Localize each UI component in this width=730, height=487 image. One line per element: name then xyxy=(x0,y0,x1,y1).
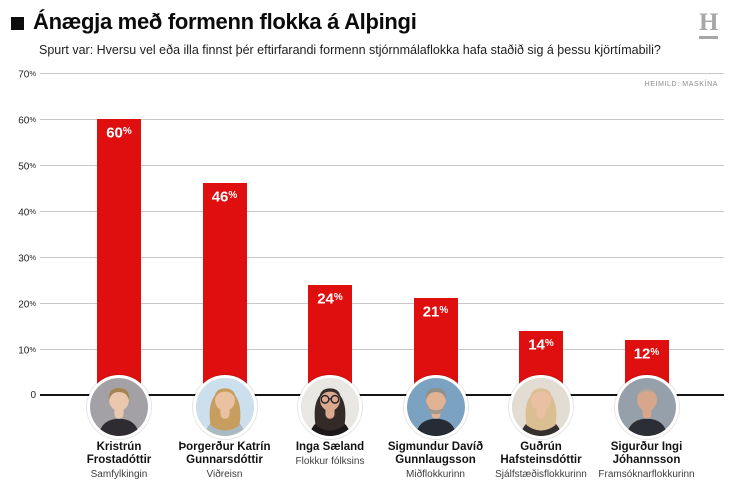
y-tick-label: 40% xyxy=(18,206,36,219)
x-axis-baseline xyxy=(40,394,724,396)
gridline xyxy=(40,119,724,120)
y-tick-label: 10% xyxy=(18,344,36,357)
gridline xyxy=(40,257,724,258)
y-tick-label: 70% xyxy=(18,68,36,81)
leader-photo xyxy=(509,375,573,439)
person-silhouette-icon xyxy=(406,378,465,436)
gridline xyxy=(40,349,724,350)
bar-value-label: 21% xyxy=(422,303,449,321)
leader-photo xyxy=(614,375,679,439)
person-silhouette-icon xyxy=(90,378,148,436)
leader-name: Guðrún Hafsteinsdóttir xyxy=(500,441,582,466)
leader-label-block: Guðrún Hafsteinsdóttir Sjálfstæðisflokkur… xyxy=(485,441,597,481)
source-label: HEIMILD: MASKÍNA xyxy=(644,81,718,88)
leader-photo xyxy=(298,375,362,439)
title-bullet-square xyxy=(11,17,24,30)
leader-party: Sjálfstæðisflokkurinn xyxy=(495,469,587,480)
leader-photo xyxy=(192,375,257,439)
person-silhouette-icon xyxy=(617,378,676,436)
heimildin-logo: H xyxy=(699,10,718,39)
leader-label-block: Þorgerður Katrín Gunnarsdóttir Viðreisn xyxy=(169,441,281,481)
leader-photo xyxy=(403,375,468,439)
y-tick-label: 30% xyxy=(18,252,36,265)
leader-label-block: Inga Sæland Flokkur fólksins xyxy=(274,441,386,468)
leader-photo xyxy=(87,375,151,439)
bar-value-label: 12% xyxy=(633,345,660,363)
gridline xyxy=(40,303,724,304)
leader-label-block: Sigurður Ingi Jóhannsson Framsóknarflokku… xyxy=(591,441,703,481)
leader-name: Inga Sæland xyxy=(295,441,365,453)
leader-name: Kristrún Frostadóttir xyxy=(86,441,152,466)
leader-party: Flokkur fólksins xyxy=(295,456,365,467)
y-tick-label: 0 xyxy=(30,389,36,401)
leader-name: Þorgerður Katrín Gunnarsdóttir xyxy=(178,441,271,466)
bar-value-label: 14% xyxy=(528,336,554,354)
bar: 46% xyxy=(202,183,247,395)
y-tick-label: 50% xyxy=(18,160,36,173)
leader-party: Framsóknarflokkurinn xyxy=(598,469,695,480)
gridline xyxy=(40,165,724,166)
leader-party: Viðreisn xyxy=(206,469,243,480)
leader-name: Sigmundur Davíð Gunnlaugsson xyxy=(387,441,484,466)
person-silhouette-icon xyxy=(301,378,359,436)
bar-value-label: 24% xyxy=(317,290,343,308)
person-silhouette-icon xyxy=(195,378,254,436)
leader-name: Sigurður Ingi Jóhannsson xyxy=(610,441,683,466)
bar-value-label: 46% xyxy=(211,188,238,206)
leader-label-block: Sigmundur Davíð Gunnlaugsson Miðflokkurin… xyxy=(380,441,492,481)
gridline xyxy=(40,211,724,212)
leader-label-block: Kristrún Frostadóttir Samfylkingin xyxy=(63,441,175,481)
leader-party: Samfylkingin xyxy=(90,469,148,480)
y-tick-label: 60% xyxy=(18,114,36,127)
gridline xyxy=(40,73,724,74)
person-silhouette-icon xyxy=(512,378,570,436)
leader-party: Miðflokkurinn xyxy=(406,469,465,480)
y-tick-label: 20% xyxy=(18,298,36,311)
page-subtitle: Spurt var: Hversu vel eða illa finnst þé… xyxy=(39,43,661,57)
page-title: Ánægja með formenn flokka á Alþingi xyxy=(33,9,417,34)
bar: 60% xyxy=(97,119,141,395)
bar-value-label: 60% xyxy=(106,124,132,142)
